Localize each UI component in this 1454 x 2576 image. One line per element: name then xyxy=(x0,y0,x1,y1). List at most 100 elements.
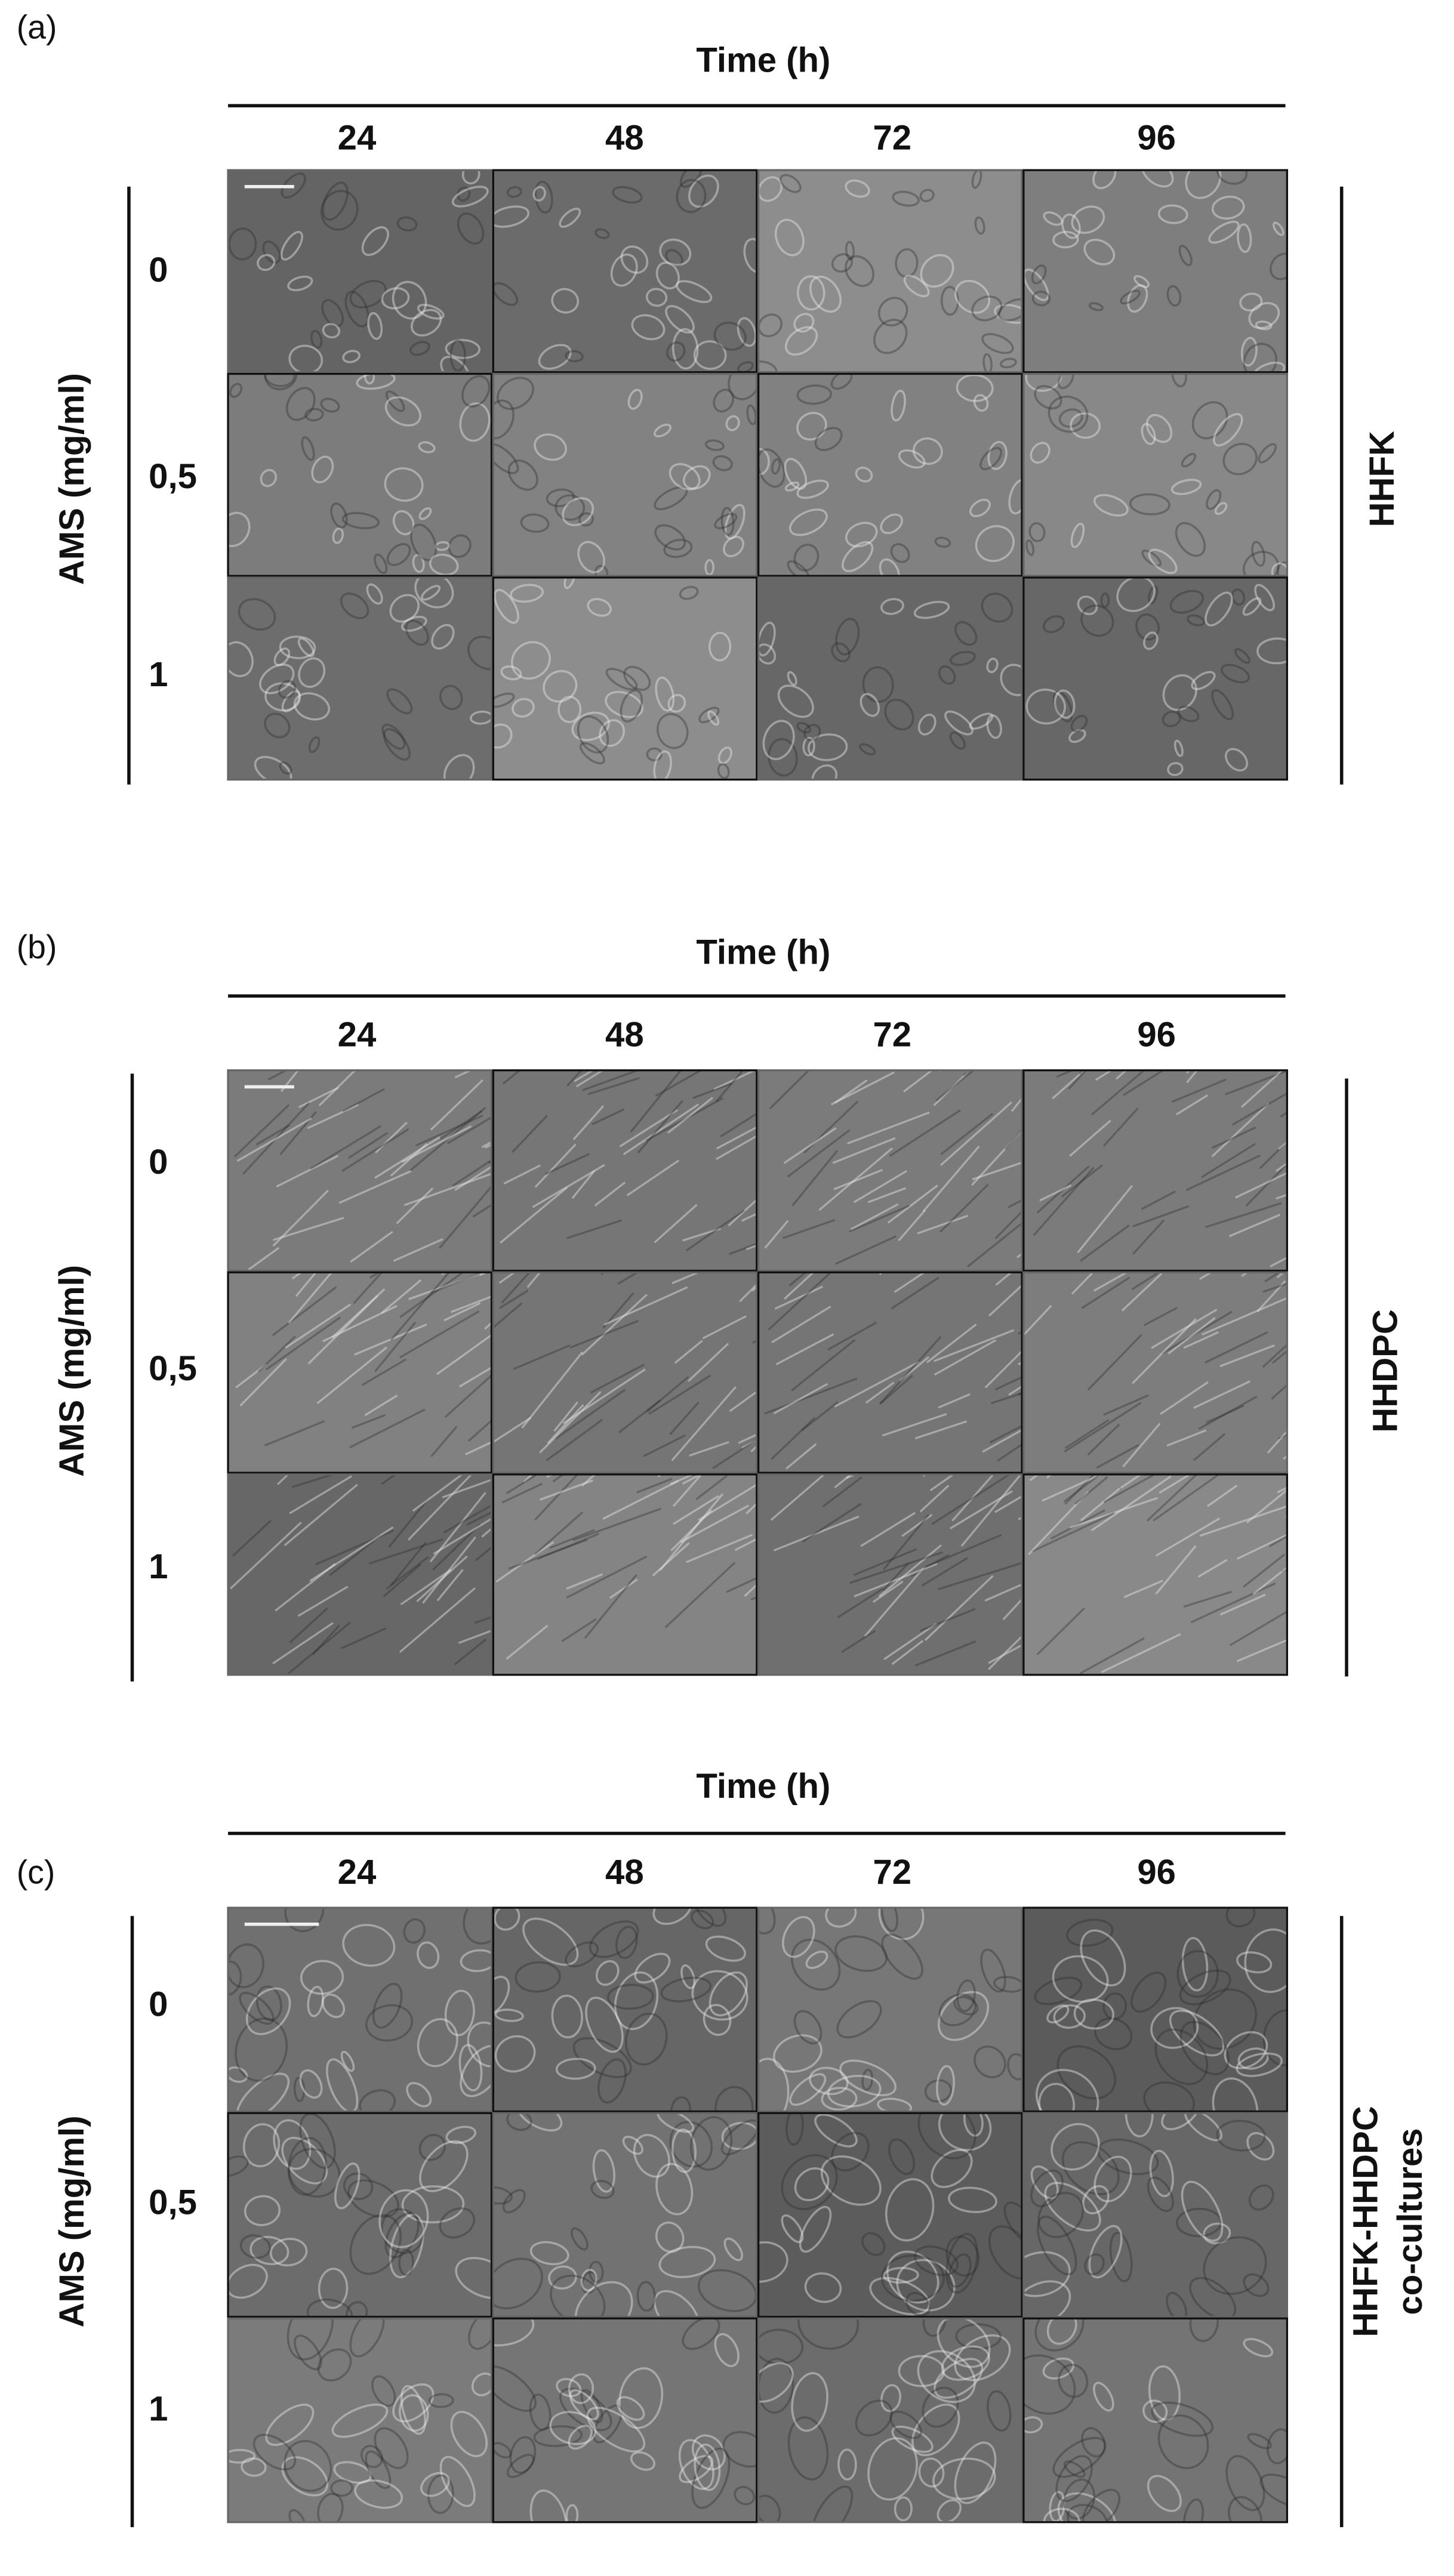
cell-texture xyxy=(734,1538,757,1551)
cell-texture xyxy=(853,1548,917,1577)
cell-texture xyxy=(708,1971,748,2017)
cell-texture xyxy=(417,1941,440,1969)
cell-texture xyxy=(281,690,301,712)
row-label: 0,5 xyxy=(149,1349,197,1388)
cell-texture xyxy=(586,2407,646,2453)
cell-texture xyxy=(454,1638,487,1665)
cell-texture xyxy=(739,1283,757,1303)
cell-texture xyxy=(993,1976,1022,1993)
y-label: AMS (mg/ml) xyxy=(53,2115,91,2327)
cell-texture xyxy=(704,439,725,451)
cell-texture xyxy=(400,1569,452,1606)
cell-texture xyxy=(963,2113,984,2137)
cell-texture xyxy=(1271,1384,1287,1400)
cell-texture xyxy=(537,1532,599,1560)
cell-texture xyxy=(1145,414,1173,443)
cell-texture xyxy=(656,712,689,749)
cell-texture xyxy=(347,2179,399,2218)
cell-texture xyxy=(1061,2141,1120,2195)
cell-texture xyxy=(634,1952,671,1984)
cell-texture xyxy=(572,1105,605,1140)
cell-texture xyxy=(340,1627,387,1650)
cell-texture xyxy=(365,2004,414,2042)
cell-texture xyxy=(344,291,369,328)
cell-texture xyxy=(936,2065,955,2106)
cell-texture xyxy=(436,1334,492,1375)
cell-texture xyxy=(773,1383,828,1415)
micrograph xyxy=(227,372,493,577)
cell-texture xyxy=(380,2208,424,2254)
cell-texture xyxy=(1205,1331,1268,1364)
cell-texture xyxy=(1008,479,1022,515)
cell-texture xyxy=(269,2238,308,2267)
cell-texture xyxy=(1166,1429,1207,1447)
cell-texture xyxy=(439,2207,476,2239)
cell-texture xyxy=(890,543,910,563)
cell-texture xyxy=(262,240,281,264)
cell-texture xyxy=(236,1117,312,1162)
cell-texture xyxy=(791,1150,839,1207)
cell-texture xyxy=(506,186,522,198)
cell-texture xyxy=(580,2269,597,2292)
cell-texture xyxy=(1058,2364,1089,2398)
cell-texture xyxy=(955,2323,1002,2350)
cell-texture xyxy=(764,1220,789,1249)
cell-texture xyxy=(1035,2069,1099,2112)
cell-texture xyxy=(912,437,943,465)
cell-texture xyxy=(1237,2047,1270,2070)
cell-texture xyxy=(442,1479,492,1499)
cell-texture xyxy=(334,2162,361,2210)
micrograph-bg xyxy=(1023,374,1287,576)
cell-texture xyxy=(665,249,683,267)
cell-texture xyxy=(463,1908,492,1945)
cell-texture xyxy=(1122,1423,1161,1468)
cell-texture xyxy=(512,698,535,718)
cell-texture xyxy=(758,643,777,665)
cell-texture xyxy=(797,2318,860,2350)
cell-texture xyxy=(664,1070,667,1072)
cell-texture xyxy=(854,1563,938,1597)
header: Time (h) xyxy=(696,933,830,971)
cell-texture xyxy=(501,1272,530,1304)
cell-texture xyxy=(886,2250,939,2304)
cell-texture xyxy=(1286,1564,1287,1566)
cell-texture xyxy=(602,1480,679,1520)
cell-texture xyxy=(565,2504,579,2522)
cell-texture xyxy=(1028,1491,1089,1556)
cell-texture xyxy=(626,1159,680,1196)
cell-texture xyxy=(945,2232,979,2294)
micrograph-bg xyxy=(228,1474,492,1675)
cell-texture xyxy=(534,1511,583,1556)
cell-texture xyxy=(1243,551,1280,576)
cell-texture xyxy=(919,1608,976,1632)
cell-texture xyxy=(1258,443,1277,464)
cell-texture xyxy=(342,1088,386,1112)
cell-texture xyxy=(605,690,644,718)
cell-texture xyxy=(1236,1951,1273,1974)
micrograph-bg xyxy=(228,2113,492,2317)
cell-texture xyxy=(758,360,778,372)
cell-texture xyxy=(1199,1272,1213,1281)
cell-texture xyxy=(831,2131,870,2172)
cell-texture xyxy=(384,2212,420,2259)
cell-texture xyxy=(1000,357,1017,369)
cell-texture xyxy=(905,2292,931,2317)
cell-texture xyxy=(559,208,581,228)
cell-texture xyxy=(620,245,649,274)
column-label: 96 xyxy=(1137,119,1176,158)
cell-texture xyxy=(263,374,296,387)
cell-texture xyxy=(1259,1140,1287,1170)
column-label: 96 xyxy=(1137,1016,1176,1054)
cell-texture xyxy=(555,2057,596,2080)
cell-texture xyxy=(1179,2020,1230,2075)
cell-texture xyxy=(571,2227,589,2251)
row-label: 0,5 xyxy=(149,2183,197,2222)
cell-texture xyxy=(409,341,430,356)
cell-texture xyxy=(1167,1317,1216,1355)
cell-texture xyxy=(789,2073,827,2106)
cell-texture xyxy=(1093,2155,1132,2202)
cell-texture xyxy=(988,1644,1022,1664)
cell-texture xyxy=(500,1186,568,1244)
cell-texture xyxy=(894,2496,913,2522)
cell-texture xyxy=(316,1346,388,1405)
